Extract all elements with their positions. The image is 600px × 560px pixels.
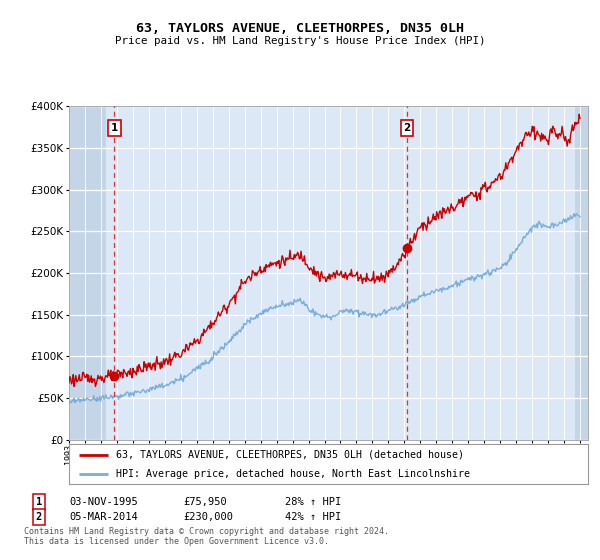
Text: 28% ↑ HPI: 28% ↑ HPI: [285, 497, 341, 507]
Text: 2: 2: [36, 512, 42, 522]
Text: 2: 2: [403, 123, 410, 133]
Text: 05-MAR-2014: 05-MAR-2014: [69, 512, 138, 522]
Text: 63, TAYLORS AVENUE, CLEETHORPES, DN35 0LH (detached house): 63, TAYLORS AVENUE, CLEETHORPES, DN35 0L…: [116, 450, 464, 460]
Text: 42% ↑ HPI: 42% ↑ HPI: [285, 512, 341, 522]
Text: £230,000: £230,000: [183, 512, 233, 522]
Text: HPI: Average price, detached house, North East Lincolnshire: HPI: Average price, detached house, Nort…: [116, 469, 470, 478]
Bar: [69, 106, 106, 440]
Text: This data is licensed under the Open Government Licence v3.0.: This data is licensed under the Open Gov…: [24, 537, 329, 546]
Text: Contains HM Land Registry data © Crown copyright and database right 2024.: Contains HM Land Registry data © Crown c…: [24, 528, 389, 536]
Text: 1: 1: [111, 123, 118, 133]
Text: Price paid vs. HM Land Registry's House Price Index (HPI): Price paid vs. HM Land Registry's House …: [115, 36, 485, 46]
Text: £75,950: £75,950: [183, 497, 227, 507]
Text: 1: 1: [36, 497, 42, 507]
Text: 03-NOV-1995: 03-NOV-1995: [69, 497, 138, 507]
Text: 63, TAYLORS AVENUE, CLEETHORPES, DN35 0LH: 63, TAYLORS AVENUE, CLEETHORPES, DN35 0L…: [136, 22, 464, 35]
Bar: [575, 106, 588, 440]
